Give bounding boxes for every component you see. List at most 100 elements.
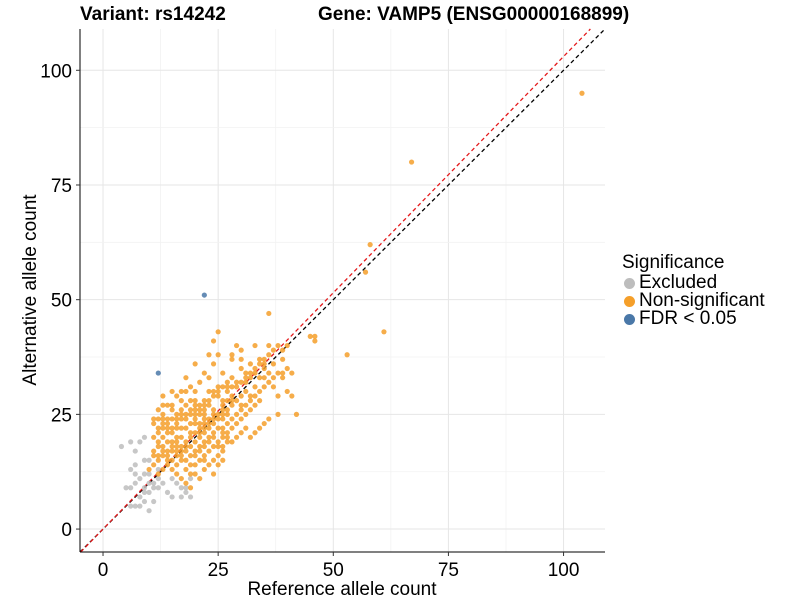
point-non-significant (178, 453, 184, 459)
point-non-significant (174, 453, 180, 459)
point-non-significant (238, 365, 244, 372)
point-excluded (183, 485, 189, 491)
point-non-significant (155, 443, 161, 450)
point-non-significant (160, 425, 166, 431)
point-non-significant (151, 453, 157, 459)
point-non-significant (215, 393, 221, 399)
point-non-significant (183, 416, 189, 422)
point-non-significant (201, 416, 207, 422)
point-fdr-0-05 (155, 370, 161, 376)
point-excluded (141, 498, 148, 505)
point-excluded (128, 439, 134, 445)
point-non-significant (187, 384, 194, 390)
y-tick-label: 50 (51, 291, 72, 312)
point-non-significant (164, 425, 171, 431)
point-non-significant (183, 425, 189, 431)
point-non-significant (215, 416, 221, 422)
point-non-significant (215, 462, 221, 468)
point-excluded (187, 494, 194, 500)
point-non-significant (220, 398, 226, 404)
point-non-significant (164, 457, 171, 463)
point-non-significant (178, 475, 184, 482)
point-excluded (146, 480, 152, 486)
point-non-significant (178, 425, 184, 431)
point-non-significant (169, 402, 175, 408)
point-non-significant (257, 398, 263, 404)
point-excluded (155, 485, 161, 491)
point-excluded (169, 494, 175, 500)
point-non-significant (160, 402, 166, 408)
point-non-significant (178, 398, 184, 404)
point-non-significant (224, 439, 230, 445)
point-non-significant (192, 430, 198, 436)
point-non-significant (229, 416, 235, 422)
point-non-significant (238, 347, 244, 353)
point-non-significant (210, 471, 217, 477)
point-excluded (128, 466, 134, 473)
point-non-significant (266, 310, 272, 317)
point-non-significant (220, 370, 226, 376)
point-non-significant (280, 356, 286, 362)
point-non-significant (201, 407, 207, 413)
point-non-significant (224, 411, 230, 417)
point-non-significant (266, 416, 272, 422)
point-non-significant (257, 356, 263, 362)
point-non-significant (210, 430, 217, 436)
point-non-significant (238, 430, 244, 436)
point-non-significant (220, 407, 226, 413)
point-non-significant (155, 416, 161, 422)
point-non-significant (201, 443, 207, 450)
point-non-significant (151, 434, 157, 440)
point-non-significant (206, 375, 212, 381)
grid (80, 29, 605, 552)
point-non-significant (215, 388, 221, 395)
point-non-significant (293, 411, 300, 417)
point-non-significant (192, 411, 198, 417)
point-non-significant (215, 443, 221, 450)
y-tick-label: 100 (40, 61, 72, 82)
point-excluded (183, 489, 189, 495)
point-non-significant (261, 361, 267, 367)
point-non-significant (233, 411, 240, 417)
point-non-significant (215, 329, 221, 335)
point-excluded (141, 434, 148, 440)
point-excluded (141, 485, 148, 491)
point-non-significant (270, 384, 277, 390)
point-non-significant (169, 443, 175, 450)
point-non-significant (169, 388, 175, 395)
point-non-significant (178, 407, 184, 413)
point-excluded (141, 471, 148, 477)
point-non-significant (201, 453, 207, 459)
point-non-significant (174, 420, 180, 427)
point-non-significant (192, 416, 198, 422)
point-non-significant (210, 361, 217, 367)
point-non-significant (160, 420, 166, 427)
point-non-significant (220, 416, 226, 422)
point-non-significant (160, 443, 166, 450)
point-non-significant (252, 370, 258, 376)
point-non-significant (169, 466, 175, 473)
point-non-significant (178, 416, 184, 422)
point-non-significant (270, 375, 277, 381)
point-non-significant (257, 388, 263, 395)
point-non-significant (233, 434, 240, 440)
point-non-significant (169, 448, 175, 454)
point-non-significant (164, 402, 171, 408)
point-non-significant (224, 434, 230, 440)
point-non-significant (187, 434, 194, 440)
point-non-significant (579, 90, 585, 96)
point-non-significant (243, 379, 249, 385)
point-non-significant (233, 379, 240, 385)
point-excluded (132, 503, 138, 509)
point-excluded (137, 475, 143, 482)
point-non-significant (243, 411, 249, 417)
point-non-significant (151, 420, 157, 427)
point-non-significant (229, 402, 235, 408)
point-non-significant (280, 375, 286, 381)
point-excluded (146, 457, 152, 463)
point-non-significant (243, 370, 249, 376)
legend-swatch (624, 313, 635, 325)
legend-label: Non-significant (639, 290, 765, 311)
point-excluded (141, 489, 148, 495)
